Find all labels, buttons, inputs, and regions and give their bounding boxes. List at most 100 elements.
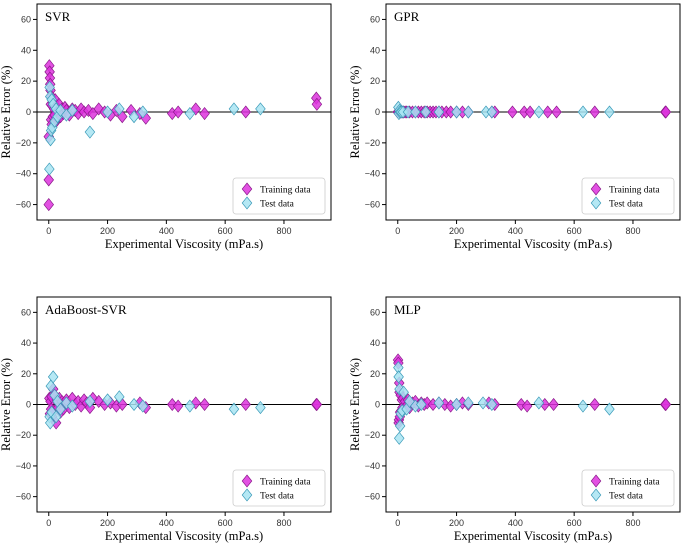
legend: Training data Test data [581,469,675,507]
y-tick-label: 40 [21,338,31,348]
y-axis-label: Relative Error (%) [348,358,362,451]
legend-label-training: Training data [609,478,660,488]
panel-0: 0 200 400 600 8006040200−20−40−60Experimenta… [0,3,332,251]
test-point [604,105,615,119]
x-tick-label: 800 [625,518,640,528]
test-point [102,105,113,119]
y-tick-label: −60 [365,200,380,210]
legend-label-test: Test data [609,492,644,502]
test-point [47,370,59,384]
x-tick-label: 200 [449,226,464,236]
panel-3: 0 200 400 600 8006040200−20−40−60Experimenta… [348,296,681,543]
x-tick-label: 0 [46,518,51,528]
legend-label-test: Test data [260,200,295,210]
y-tick-label: −60 [16,200,31,210]
test-point [577,399,589,413]
y-axis-label: Relative Error (%) [348,65,362,158]
test-point [577,105,589,119]
y-tick-label: −40 [365,461,380,471]
training-point [43,198,55,212]
training-point [542,105,553,119]
training-point [551,105,562,119]
x-tick-label: 200 [449,518,464,528]
panel-1: 0 200 400 600 8006040200−20−40−60Experimenta… [348,3,681,251]
x-axis-label: Experimental Viscosity (mPa.s) [454,237,612,251]
test-point [45,379,57,393]
y-tick-label: 0 [26,107,31,117]
legend-box [581,177,675,215]
test-point [84,394,96,408]
x-axis-label: Experimental Viscosity (mPa.s) [454,529,612,543]
test-point [228,402,240,416]
x-tick-label: 400 [508,226,523,236]
test-point [102,393,113,407]
x-tick-label: 600 [567,518,582,528]
test-point [604,402,615,416]
y-tick-label: 60 [370,14,380,24]
legend-marker-training [590,474,602,488]
test-point [394,419,406,433]
training-point [515,397,527,412]
test-point [128,110,140,124]
test-point [486,397,498,412]
x-tick-label: 400 [159,226,174,236]
test-point [533,396,545,410]
training-point [589,105,600,119]
test-point [433,105,445,119]
legend-marker-test [241,488,253,502]
y-tick-label: 60 [21,14,31,24]
y-tick-label: 60 [370,307,380,317]
legend-label-training: Training data [260,186,311,196]
test-point [184,106,196,121]
legend-marker-training [590,182,602,196]
legend-label-test: Test data [260,492,295,502]
y-tick-label: 0 [375,107,380,117]
training-point [199,106,210,121]
y-axis-label: Relative Error (%) [0,358,13,451]
y-tick-label: 40 [21,45,31,55]
x-tick-label: 800 [276,518,291,528]
y-tick-label: −20 [365,138,380,148]
legend-label-test: Test data [609,200,644,210]
test-point [433,396,445,410]
x-axis-label: Experimental Viscosity (mPa.s) [105,237,263,251]
y-tick-label: −20 [16,138,31,148]
test-point [114,102,125,116]
x-tick-label: 400 [159,518,174,528]
test-point [416,397,427,412]
training-point [660,105,672,119]
y-tick-label: 20 [370,76,380,86]
test-point [55,402,66,416]
legend-marker-training [241,182,253,196]
test-point [463,396,474,410]
y-tick-label: −40 [16,169,31,179]
panel-2: 0 200 400 600 8006040200−20−40−60Experimenta… [0,296,332,543]
test-point [228,102,240,116]
training-point [507,105,518,119]
y-axis-label: Relative Error (%) [0,65,13,158]
test-point [255,102,266,116]
training-point [172,105,184,119]
x-tick-label: 600 [567,226,582,236]
y-tick-label: −20 [16,430,31,440]
test-point [137,399,149,413]
x-tick-label: 0 [395,518,400,528]
legend-label-training: Training data [609,186,660,196]
test-point [533,105,545,119]
test-point [67,399,78,413]
test-point [44,162,55,176]
panel-title: AdaBoost-SVR [45,302,127,317]
test-point [50,410,62,424]
y-tick-label: 20 [21,76,31,86]
panel-title: GPR [394,9,420,24]
test-point [402,105,414,119]
training-point [311,397,323,412]
test-point [45,133,56,147]
test-point [84,125,96,139]
test-point [137,105,149,119]
training-point [521,399,533,413]
legend: Training data Test data [232,469,326,507]
y-tick-label: 0 [26,400,31,410]
y-tick-label: −60 [365,492,380,502]
panel-title: MLP [394,302,421,317]
